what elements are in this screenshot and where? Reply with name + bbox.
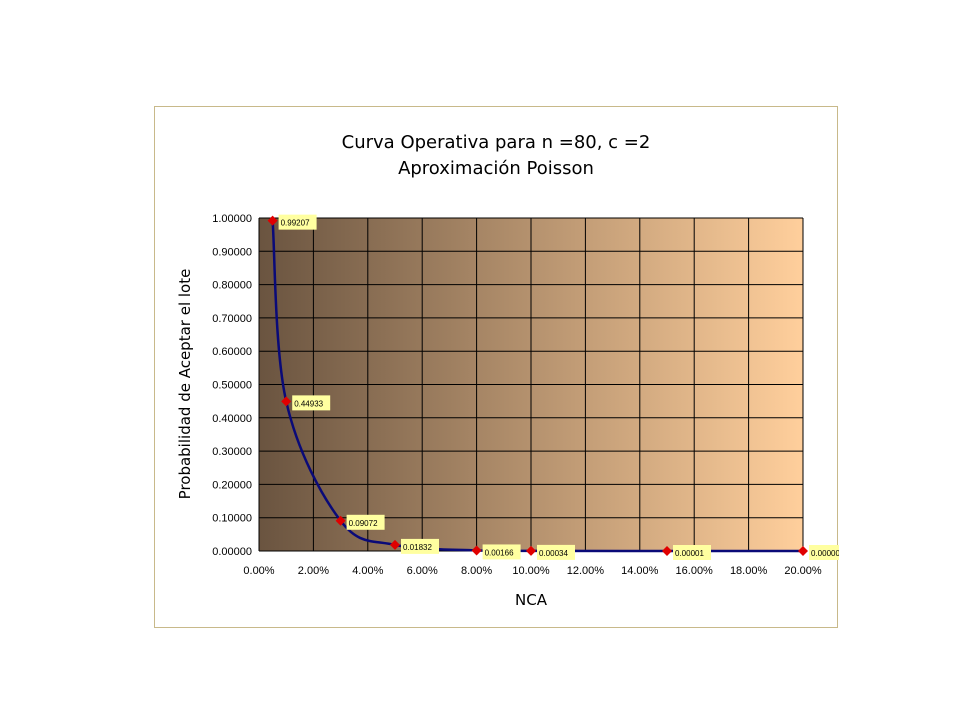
data-label-box bbox=[673, 544, 711, 560]
data-point-marker bbox=[798, 546, 808, 556]
y-tick-label: 0.90000 bbox=[212, 246, 252, 258]
chart-svg: Curva Operativa para n =80, c =2 Aproxim… bbox=[176, 132, 839, 609]
data-label-text: 0.00001 bbox=[675, 549, 704, 558]
data-label: 0.09072 bbox=[346, 514, 385, 530]
y-tick-label: 1.00000 bbox=[212, 213, 252, 225]
y-tick-label: 0.70000 bbox=[212, 313, 252, 325]
x-tick-label: 20.00% bbox=[784, 565, 822, 577]
y-tick-label: 0.80000 bbox=[212, 280, 252, 292]
y-tick-label: 0.00000 bbox=[212, 546, 252, 558]
data-point-marker bbox=[281, 396, 292, 407]
y-axis-title: Probabilidad de Aceptar el lote bbox=[176, 269, 194, 500]
data-point-marker bbox=[267, 215, 278, 226]
chart-title-line-1: Curva Operativa para n =80, c =2 bbox=[342, 132, 651, 153]
data-point-marker bbox=[335, 515, 346, 526]
data-label-box bbox=[482, 544, 521, 560]
data-label-box bbox=[401, 538, 439, 554]
data-label-text: 0.99207 bbox=[281, 219, 310, 228]
data-point-marker bbox=[471, 545, 482, 556]
x-tick-label: 18.00% bbox=[730, 565, 768, 577]
data-labels: 0.99207 0.44933 0.09072 0.01832 0.00166 0.000… bbox=[278, 214, 839, 560]
x-tick-label: 0.00% bbox=[243, 565, 274, 577]
data-label-text: 0.00034 bbox=[539, 549, 568, 558]
data-label: 0.00034 bbox=[537, 544, 575, 560]
data-label-text: 0.09072 bbox=[349, 519, 378, 528]
x-tick-label: 6.00% bbox=[407, 565, 438, 577]
y-tick-label: 0.20000 bbox=[212, 479, 252, 491]
data-label-box bbox=[292, 395, 331, 411]
y-tick-label: 0.40000 bbox=[212, 413, 252, 425]
data-point-marker bbox=[526, 545, 536, 556]
data-markers bbox=[267, 215, 808, 556]
data-point-marker bbox=[390, 539, 400, 550]
y-tick-label: 0.60000 bbox=[212, 346, 252, 358]
data-label-text: 0.44933 bbox=[294, 399, 323, 408]
y-tick-label: 0.30000 bbox=[212, 446, 252, 458]
data-point-marker bbox=[662, 545, 672, 556]
data-label-text: 0.00000 bbox=[811, 549, 839, 558]
data-label: 0.01832 bbox=[401, 538, 439, 554]
data-label-text: 0.00166 bbox=[485, 548, 514, 557]
data-label-box bbox=[346, 514, 385, 530]
data-label-box bbox=[809, 545, 839, 560]
gridlines bbox=[258, 217, 804, 552]
data-label: 0.99207 bbox=[278, 214, 317, 230]
y-tick-label: 0.10000 bbox=[212, 513, 252, 525]
data-label: 0.00000 bbox=[809, 545, 839, 560]
x-tick-label: 2.00% bbox=[298, 565, 329, 577]
data-label-box bbox=[537, 544, 575, 560]
data-label-text: 0.01832 bbox=[403, 543, 432, 552]
chart-frame: Curva Operativa para n =80, c =2 Aproxim… bbox=[154, 106, 839, 628]
data-label-box bbox=[278, 214, 317, 230]
tick-labels: 0.00000 0.10000 0.20000 0.30000 0.40000 0.500… bbox=[212, 213, 822, 577]
chart-title-line-2: Aproximación Poisson bbox=[398, 158, 594, 179]
data-label: 0.00001 bbox=[673, 544, 711, 560]
x-tick-label: 16.00% bbox=[676, 565, 714, 577]
x-axis-title: NCA bbox=[515, 591, 548, 609]
y-tick-label: 0.50000 bbox=[212, 380, 252, 392]
x-tick-label: 10.00% bbox=[512, 565, 550, 577]
data-label: 0.44933 bbox=[292, 395, 331, 411]
x-tick-label: 14.00% bbox=[621, 565, 659, 577]
x-tick-label: 8.00% bbox=[461, 565, 492, 577]
data-label: 0.00166 bbox=[482, 544, 521, 560]
x-tick-label: 12.00% bbox=[567, 565, 605, 577]
x-tick-label: 4.00% bbox=[352, 565, 383, 577]
